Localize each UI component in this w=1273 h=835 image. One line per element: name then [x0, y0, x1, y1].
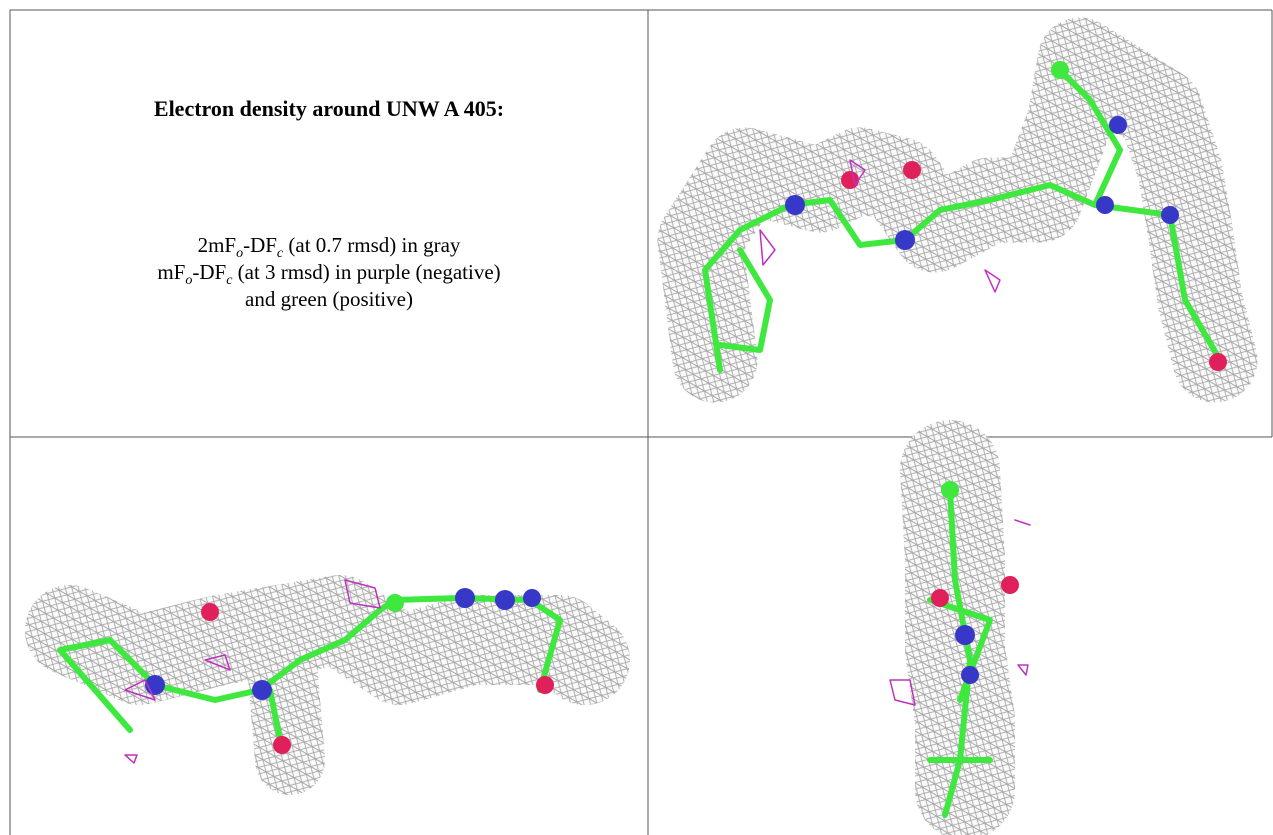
caption-text: (at 0.7 rmsd) in gray — [283, 233, 461, 257]
table-borders — [9, 9, 1273, 835]
subscript: c — [226, 273, 233, 289]
caption-title: Electron density around UNW A 405: — [153, 96, 505, 121]
caption-text: 2mF — [197, 233, 237, 257]
caption-line: mFo-DFc (at 3 rmsd) in purple (negative) — [10, 259, 648, 294]
caption-text: and green (positive) — [245, 287, 413, 311]
caption-line: 2mFo-DFc (at 0.7 rmsd) in gray — [10, 232, 648, 267]
density-view-side — [25, 575, 630, 795]
density-view-top — [889, 420, 1031, 835]
caption-text: -DF — [243, 233, 277, 257]
subscript: o — [236, 246, 244, 262]
caption-text: (at 3 rmsd) in purple (negative) — [232, 260, 501, 284]
subscript: o — [185, 273, 193, 289]
density-view-front — [657, 17, 1258, 403]
caption-line: and green (positive) — [10, 286, 648, 313]
caption-text: mF — [157, 260, 186, 284]
subscript: c — [276, 246, 284, 262]
caption-text: -DF — [192, 260, 227, 284]
